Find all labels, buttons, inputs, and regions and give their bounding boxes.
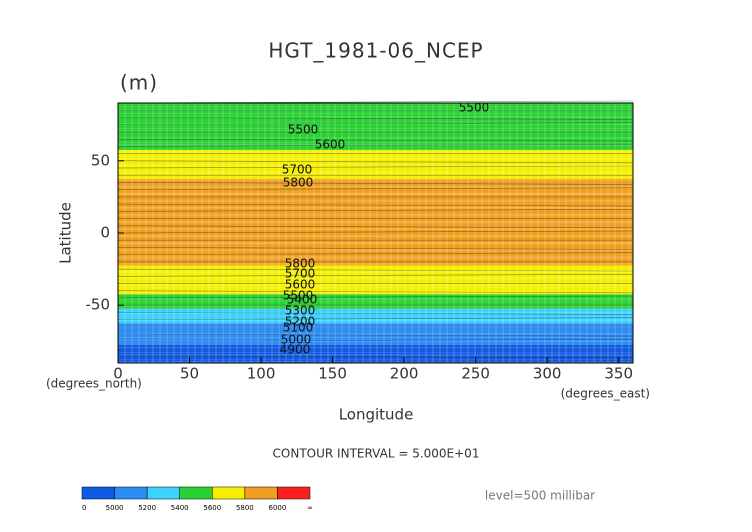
band	[118, 200, 633, 208]
band	[118, 178, 633, 187]
colorbar-label: 0	[82, 504, 86, 512]
colorbar-label: 5800	[236, 504, 254, 512]
band	[118, 157, 633, 165]
contour-line	[117, 144, 634, 147]
band	[118, 337, 633, 345]
band	[118, 229, 633, 237]
colorbar-label: 5200	[138, 504, 156, 512]
contour-line	[117, 138, 634, 142]
band	[118, 287, 633, 295]
level-note: level=500 millibar	[485, 489, 595, 503]
contour-label: 5500	[283, 289, 314, 303]
contour-label: 5100	[283, 321, 314, 335]
contour-label: 5800	[283, 176, 314, 190]
colorbar-label: 5600	[203, 504, 221, 512]
contour-line	[117, 247, 634, 250]
x-tick-label: 200	[390, 365, 419, 383]
band	[118, 186, 633, 194]
band	[118, 135, 633, 143]
contour-label: 5700	[282, 163, 313, 177]
colorbar-label: ∞	[307, 504, 313, 512]
band	[118, 265, 633, 273]
band	[118, 113, 633, 122]
band	[118, 294, 633, 302]
contour-label: 4900	[280, 343, 311, 357]
band	[118, 103, 633, 107]
x-tick-label: 300	[533, 365, 562, 383]
band	[118, 243, 633, 252]
contour-label: 5600	[315, 138, 346, 152]
contour-label: 5200	[285, 315, 316, 329]
band	[118, 121, 633, 129]
x-axis-label: Longitude	[339, 406, 414, 424]
contour-label: 5500	[288, 123, 319, 137]
x-unit: (degrees_east)	[561, 387, 650, 401]
colorbar-box	[277, 486, 311, 500]
colorbar-label: 6000	[269, 504, 287, 512]
y-tick-label: 50	[91, 151, 110, 169]
contour-line	[117, 122, 634, 125]
y-unit: (degrees_north)	[46, 377, 142, 391]
x-tick-label: 250	[461, 365, 490, 383]
x-tick-label: 0	[113, 365, 123, 383]
contour-line	[117, 333, 634, 337]
contour-label: 5500	[459, 101, 490, 115]
contour-line	[117, 209, 634, 212]
contour-label: 5600	[285, 278, 316, 292]
colorbar-box	[179, 486, 213, 500]
contour-line	[117, 252, 634, 255]
contour-line	[117, 160, 634, 164]
band	[118, 164, 633, 172]
contour-line	[117, 312, 634, 315]
units: (m)	[120, 71, 158, 95]
contour-line	[117, 290, 634, 294]
band	[118, 272, 633, 280]
y-tick-label: 0	[100, 224, 110, 242]
contour-label: 5800	[285, 257, 316, 271]
contour-line	[117, 225, 634, 229]
band	[118, 207, 633, 215]
band	[118, 359, 633, 363]
y-tick-label: -50	[86, 296, 111, 314]
band	[118, 251, 633, 259]
contour-label: 5400	[287, 293, 318, 307]
x-tick-label: 350	[604, 365, 633, 383]
x-tick-label: 100	[247, 365, 276, 383]
colorbar-box	[146, 486, 180, 500]
contour-label: 5000	[281, 333, 312, 347]
contour-interval: CONTOUR INTERVAL = 5.000E+01	[273, 447, 480, 461]
chart-title: HGT_1981-06_NCEP	[268, 39, 483, 63]
contour-line	[117, 230, 634, 234]
y-axis-label: Latitude	[57, 202, 75, 264]
contour-line	[117, 203, 634, 207]
band	[118, 222, 633, 230]
contour-line	[117, 274, 634, 277]
contour-line	[117, 117, 634, 120]
contour-line	[117, 268, 634, 272]
contour-label: 5700	[285, 267, 316, 281]
band	[118, 142, 633, 150]
map	[117, 100, 634, 364]
colorbar-box	[81, 486, 115, 500]
colorbar-box	[212, 486, 246, 500]
contour-line	[117, 187, 634, 190]
colorbar-label: 5000	[106, 504, 124, 512]
x-tick-label: 150	[318, 365, 347, 383]
colorbar-box	[244, 486, 278, 500]
contour-line	[117, 182, 634, 185]
contour-line	[117, 295, 634, 299]
band	[118, 316, 633, 324]
band	[118, 308, 633, 317]
contour-line	[117, 165, 634, 169]
contour-label: 5300	[285, 304, 316, 318]
colorbar-label: 5400	[171, 504, 189, 512]
contour-line	[117, 317, 634, 320]
x-tick-label: 50	[180, 365, 199, 383]
band	[118, 352, 633, 360]
colorbar-box	[114, 486, 148, 500]
